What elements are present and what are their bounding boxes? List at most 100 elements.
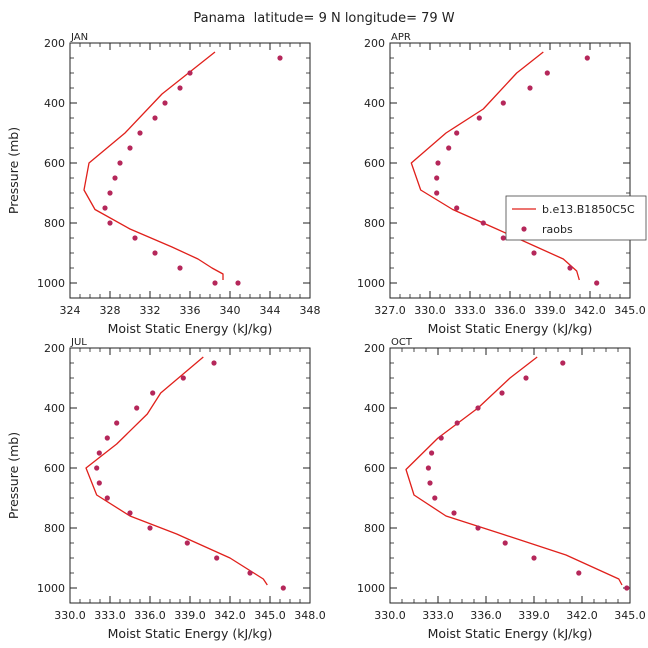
data-point-raobs bbox=[475, 405, 481, 411]
data-point-raobs bbox=[454, 130, 460, 136]
data-point-raobs bbox=[177, 85, 183, 91]
y-tick-label: 1000 bbox=[357, 582, 385, 595]
x-tick-label: 332 bbox=[140, 304, 161, 317]
data-point-raobs bbox=[96, 450, 102, 456]
data-point-raobs bbox=[446, 145, 452, 151]
y-tick-label: 600 bbox=[44, 157, 65, 170]
data-point-raobs bbox=[280, 585, 286, 591]
data-point-raobs bbox=[177, 265, 183, 271]
x-tick-label: 327.0 bbox=[374, 304, 406, 317]
data-point-raobs bbox=[104, 435, 110, 441]
x-tick-label: 330.0 bbox=[414, 304, 446, 317]
data-point-raobs bbox=[432, 495, 438, 501]
x-tick-label: 330.0 bbox=[374, 609, 406, 622]
x-tick-label: 345.0 bbox=[614, 609, 646, 622]
series-line-model bbox=[85, 356, 268, 586]
data-point-raobs bbox=[94, 465, 100, 471]
y-tick-label: 400 bbox=[364, 402, 385, 415]
panel-label: JUL bbox=[70, 337, 87, 348]
plot-area bbox=[83, 51, 283, 286]
panel-jan: JAN 324 328 332 336 340 344 348 200 400 600 800 1000… bbox=[6, 32, 321, 336]
data-point-raobs bbox=[127, 145, 133, 151]
data-point-raobs bbox=[454, 205, 460, 211]
series-line-model bbox=[405, 356, 623, 586]
x-tick-label: 345.0 bbox=[254, 609, 286, 622]
data-point-raobs bbox=[435, 160, 441, 166]
panel-oct: OCT 330.0 333.0 336.0 339.0 342.0 345.0 200 400 6… bbox=[357, 337, 646, 641]
y-tick-label: 1000 bbox=[37, 277, 65, 290]
legend-box bbox=[505, 195, 647, 241]
data-point-raobs bbox=[107, 220, 113, 226]
panel-apr: APR 327.0 330.0 333.0 336.0 339.0 342.0 345.0 20… bbox=[357, 32, 646, 336]
plot-frame bbox=[69, 347, 311, 604]
x-tick-label: 342.0 bbox=[214, 609, 246, 622]
data-point-raobs bbox=[499, 390, 505, 396]
data-point-raobs bbox=[584, 55, 590, 61]
data-point-raobs bbox=[127, 510, 133, 516]
data-point-raobs bbox=[624, 585, 630, 591]
x-tick-label: 342.0 bbox=[574, 304, 606, 317]
y-tick-label: 200 bbox=[364, 37, 385, 50]
data-point-raobs bbox=[429, 450, 435, 456]
y-tick-label: 400 bbox=[44, 97, 65, 110]
plot-frame bbox=[389, 42, 631, 299]
data-point-raobs bbox=[277, 55, 283, 61]
data-point-raobs bbox=[212, 280, 218, 286]
data-point-raobs bbox=[134, 405, 140, 411]
y-tick-label: 400 bbox=[364, 97, 385, 110]
x-tick-label: 340 bbox=[220, 304, 241, 317]
x-tick-label: 324 bbox=[60, 304, 81, 317]
data-point-raobs bbox=[544, 70, 550, 76]
y-tick-label: 800 bbox=[364, 217, 385, 230]
x-tick-label: 345.0 bbox=[614, 304, 646, 317]
data-point-raobs bbox=[434, 175, 440, 181]
x-tick-label: 348 bbox=[300, 304, 321, 317]
plot-area bbox=[405, 356, 630, 591]
x-axis-title: Moist Static Energy (kJ/kg) bbox=[108, 626, 273, 641]
y-tick-label: 200 bbox=[44, 342, 65, 355]
data-point-raobs bbox=[152, 250, 158, 256]
y-axis-title: Pressure (mb) bbox=[6, 432, 21, 519]
y-tick-label: 800 bbox=[44, 217, 65, 230]
data-point-raobs bbox=[451, 510, 457, 516]
plot-area bbox=[410, 51, 600, 286]
data-point-raobs bbox=[112, 175, 118, 181]
data-point-raobs bbox=[235, 280, 241, 286]
data-point-raobs bbox=[187, 70, 193, 76]
data-point-raobs bbox=[162, 100, 168, 106]
x-tick-label: 336.0 bbox=[134, 609, 166, 622]
data-point-raobs bbox=[247, 570, 253, 576]
x-tick-label: 339.0 bbox=[534, 304, 566, 317]
data-point-raobs bbox=[214, 555, 220, 561]
series-line-model bbox=[410, 51, 580, 281]
data-point-raobs bbox=[438, 435, 444, 441]
data-point-raobs bbox=[594, 280, 600, 286]
x-tick-label: 348.0 bbox=[294, 609, 326, 622]
x-tick-label: 336.0 bbox=[470, 609, 502, 622]
data-point-raobs bbox=[476, 115, 482, 121]
x-tick-label: 342.0 bbox=[566, 609, 598, 622]
y-tick-label: 200 bbox=[44, 37, 65, 50]
legend: b.e13.B1850C5C raobs bbox=[505, 195, 647, 241]
x-tick-label: 336.0 bbox=[494, 304, 526, 317]
x-tick-label: 339.0 bbox=[174, 609, 206, 622]
legend-obs-label: raobs bbox=[542, 223, 573, 236]
data-point-raobs bbox=[523, 375, 529, 381]
data-point-raobs bbox=[107, 190, 113, 196]
x-axis-title: Moist Static Energy (kJ/kg) bbox=[428, 321, 593, 336]
x-axis-title: Moist Static Energy (kJ/kg) bbox=[108, 321, 273, 336]
panel-label: JAN bbox=[70, 32, 88, 43]
data-point-raobs bbox=[152, 115, 158, 121]
y-axis-title: Pressure (mb) bbox=[6, 127, 21, 214]
legend-obs-marker bbox=[521, 226, 527, 232]
panel-label: APR bbox=[391, 32, 411, 43]
x-tick-label: 330.0 bbox=[54, 609, 86, 622]
data-point-raobs bbox=[500, 100, 506, 106]
x-axis-title: Moist Static Energy (kJ/kg) bbox=[428, 626, 593, 641]
data-point-raobs bbox=[184, 540, 190, 546]
y-tick-label: 200 bbox=[364, 342, 385, 355]
y-tick-label: 600 bbox=[44, 462, 65, 475]
data-point-raobs bbox=[427, 480, 433, 486]
panel-label: OCT bbox=[391, 337, 413, 348]
